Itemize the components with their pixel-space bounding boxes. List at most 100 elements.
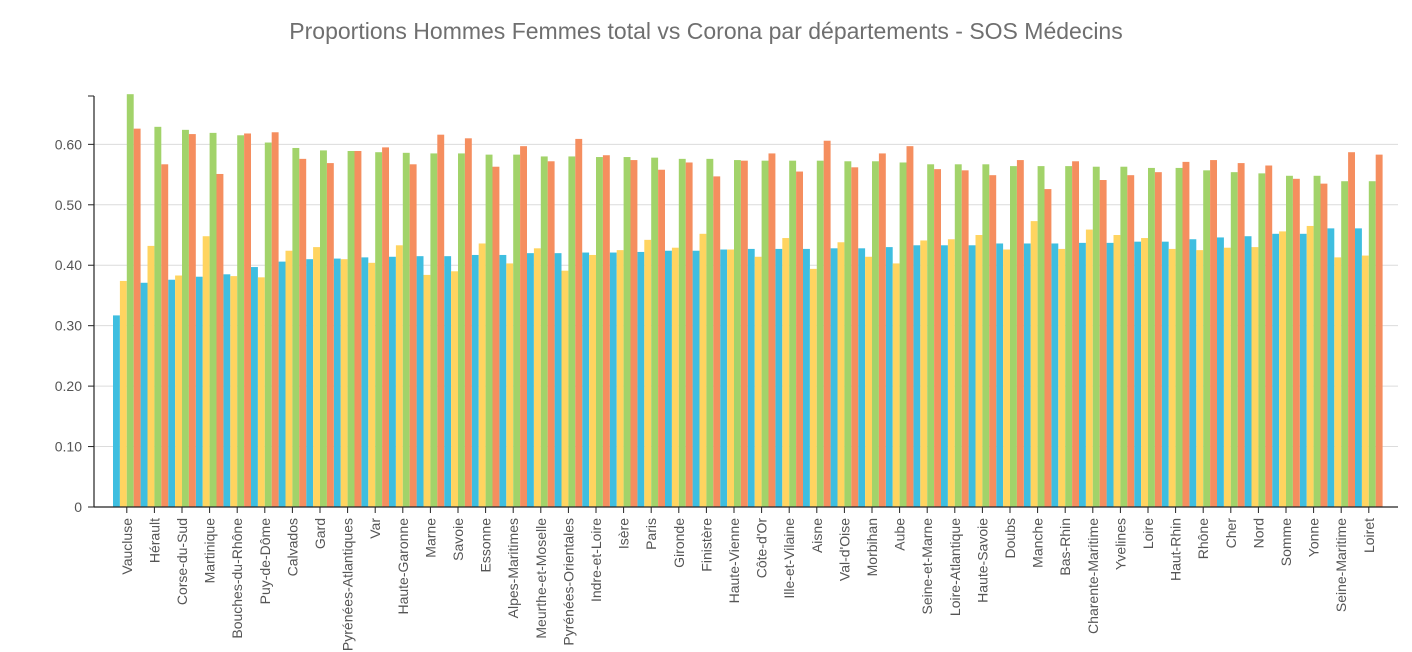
bar (499, 254, 507, 507)
bar (885, 247, 893, 507)
bar (768, 153, 776, 507)
bar (113, 315, 120, 507)
x-tick-label: Isère (616, 518, 632, 549)
bar (1341, 181, 1349, 508)
x-tick-label: Meurthe-et-Moselle (533, 518, 549, 639)
bar (568, 156, 576, 508)
bar (361, 257, 369, 507)
bar (182, 129, 189, 508)
bar (1058, 248, 1066, 507)
bar (982, 164, 990, 507)
bar (941, 245, 948, 507)
y-tick-label: 0.60 (55, 136, 82, 152)
bar (934, 169, 941, 507)
x-tick-label: Loire-Atlantique (947, 518, 963, 616)
bar (561, 270, 569, 507)
bar (740, 160, 748, 507)
bar (678, 158, 686, 507)
bar (1355, 228, 1362, 507)
bar (665, 250, 672, 507)
x-tick-label: Martinique (202, 518, 218, 584)
bar (1120, 166, 1128, 507)
bar (1168, 248, 1176, 507)
chart-title: Proportions Hommes Femmes total vs Coron… (289, 18, 1123, 44)
x-tick-label: Haute-Vienne (726, 518, 742, 604)
bar (320, 150, 327, 507)
bar (168, 279, 176, 507)
bar (1161, 241, 1169, 507)
bar (1272, 233, 1280, 507)
x-tick-label: Bouches-du-Rhône (229, 518, 245, 639)
bar (154, 126, 162, 507)
bar (354, 151, 362, 507)
bar (699, 233, 707, 507)
bar (596, 157, 603, 507)
bar (1361, 255, 1369, 507)
bar (996, 243, 1004, 507)
bar (1189, 239, 1197, 507)
bar (264, 142, 272, 507)
bar (872, 161, 879, 507)
bar (306, 259, 314, 507)
bar (237, 135, 245, 508)
bar (858, 248, 866, 507)
bar (471, 254, 479, 507)
bar (1030, 221, 1038, 508)
y-tick-label: 0.20 (55, 378, 82, 394)
bar (1072, 161, 1079, 507)
x-tick-label: Marne (422, 518, 438, 558)
bar (1051, 243, 1059, 507)
bar (913, 245, 921, 507)
y-tick-label: 0.50 (55, 197, 82, 213)
bar (402, 152, 410, 508)
bar (989, 175, 997, 507)
bar (1210, 160, 1217, 508)
bar (1348, 152, 1355, 507)
bar (720, 249, 728, 508)
bar (195, 276, 203, 507)
x-tick-label: Haute-Garonne (395, 518, 411, 615)
x-tick-label: Puy-de-Dôme (257, 518, 273, 605)
x-tick-label: Pyrénées-Orientales (560, 518, 576, 646)
bars (113, 94, 1383, 508)
x-tick-label: Nord (1250, 518, 1266, 548)
bar (333, 258, 341, 507)
bar (216, 173, 224, 507)
x-tick-label: Loire (1140, 518, 1156, 549)
x-tick-label: Val-d'Oise (836, 518, 852, 581)
bar (1203, 170, 1211, 507)
bar (1258, 173, 1266, 508)
bar (1023, 243, 1031, 507)
bar (892, 263, 900, 507)
bar (520, 146, 527, 507)
bar (202, 236, 210, 508)
bar (389, 256, 396, 507)
bar (382, 147, 389, 507)
bar (485, 154, 493, 508)
bar (1244, 236, 1252, 508)
bar (734, 160, 741, 508)
bar (630, 160, 638, 508)
bar (899, 162, 907, 507)
bar (133, 128, 141, 507)
bar (368, 262, 376, 507)
bar (1375, 154, 1383, 508)
x-tick-label: Seine-et-Marne (919, 518, 935, 615)
bar (147, 245, 155, 508)
bar (285, 250, 293, 507)
bar (444, 256, 452, 507)
x-tick-label: Doubs (1002, 518, 1018, 558)
bar (878, 153, 886, 507)
bar (947, 239, 955, 507)
bar (140, 282, 148, 507)
x-tick-label: Ille-et-Vilaine (781, 518, 797, 599)
bar (209, 132, 217, 507)
bar (651, 157, 659, 507)
x-tick-label: Haut-Rhin (1168, 518, 1184, 581)
x-tick-label: Seine-Maritime (1333, 518, 1349, 612)
bar (1141, 238, 1148, 508)
bar (644, 239, 652, 507)
x-tick-label: Rhône (1195, 518, 1211, 559)
x-tick-label: Corse-du-Sud (174, 518, 190, 605)
